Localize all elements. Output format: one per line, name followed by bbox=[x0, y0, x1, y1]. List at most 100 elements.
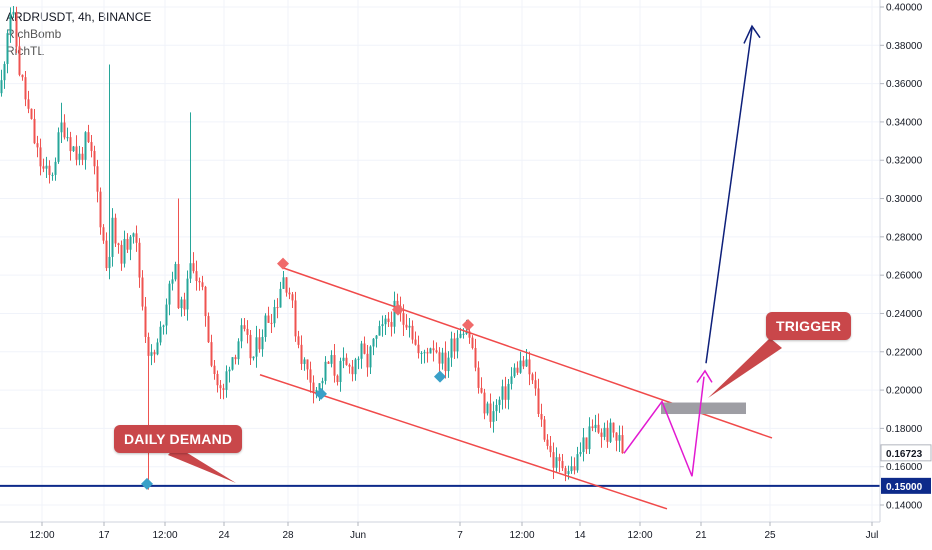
candle-body bbox=[132, 233, 135, 237]
candle-body bbox=[420, 352, 423, 354]
candle-body bbox=[615, 432, 618, 441]
time-tick-label: 24 bbox=[218, 530, 230, 541]
candle-body bbox=[471, 337, 474, 348]
candle-body bbox=[21, 74, 24, 78]
candle-body bbox=[372, 338, 375, 347]
candle-body bbox=[117, 243, 120, 245]
candle-body bbox=[153, 352, 156, 355]
candle-body bbox=[6, 33, 9, 64]
time-tick-label: Jul bbox=[866, 530, 879, 541]
candle-body bbox=[87, 132, 90, 143]
candle-body bbox=[93, 150, 96, 167]
candle-body bbox=[501, 386, 504, 400]
candle-body bbox=[159, 326, 162, 343]
candle-body bbox=[30, 108, 33, 119]
candle-body bbox=[282, 277, 285, 289]
time-tick-label: 25 bbox=[764, 530, 776, 541]
candle-body bbox=[288, 292, 291, 295]
candle-body bbox=[414, 339, 417, 345]
candle-body bbox=[567, 471, 570, 475]
time-tick-label: 12:00 bbox=[509, 530, 534, 541]
candle-body bbox=[612, 422, 615, 433]
candle-body bbox=[369, 346, 372, 368]
candle-body bbox=[177, 263, 180, 309]
candle-body bbox=[168, 283, 171, 305]
time-axis: 12:00 17 12:00 24 28 Jun 7 12:00 14 12:00 21 25 Jul bbox=[0, 521, 880, 541]
indicator-richtl-label[interactable]: RichTL bbox=[6, 44, 45, 58]
candle-body bbox=[507, 383, 510, 400]
candle-body bbox=[609, 422, 612, 442]
candle-body bbox=[582, 437, 585, 452]
candle-body bbox=[330, 355, 333, 364]
price-tick-label: 0.32000 bbox=[886, 156, 923, 167]
candle-body bbox=[429, 348, 432, 354]
candle-body bbox=[537, 388, 540, 414]
candle-body bbox=[495, 404, 498, 412]
candle-body bbox=[465, 331, 468, 334]
candle-body bbox=[555, 457, 558, 468]
channel-lower-line bbox=[259, 374, 668, 510]
time-tick-label: 12:00 bbox=[627, 530, 652, 541]
candle-body bbox=[60, 122, 63, 133]
target-arrowhead bbox=[743, 24, 761, 44]
candle-body bbox=[36, 143, 39, 148]
candle-body bbox=[462, 333, 465, 335]
candle-body bbox=[120, 244, 123, 264]
candle-body bbox=[27, 99, 30, 109]
candle-body bbox=[450, 338, 453, 358]
candle-body bbox=[525, 359, 528, 367]
candle-body bbox=[126, 238, 129, 250]
candle-body bbox=[114, 217, 117, 244]
candle-body bbox=[576, 454, 579, 471]
candle-body bbox=[69, 137, 72, 152]
pivot-high-marker bbox=[392, 303, 404, 316]
candle-body bbox=[348, 364, 351, 367]
time-tick-label: 28 bbox=[282, 530, 294, 541]
trigger-pointer bbox=[708, 338, 782, 398]
candle-body bbox=[336, 375, 339, 383]
candle-body bbox=[588, 426, 591, 450]
candle-body bbox=[180, 299, 183, 309]
candle-body bbox=[144, 306, 147, 337]
price-tick-label: 0.28000 bbox=[886, 232, 923, 243]
candle-body bbox=[297, 336, 300, 345]
candle-body bbox=[291, 294, 294, 301]
candle-body bbox=[387, 318, 390, 323]
trigger-zone-box bbox=[661, 402, 746, 415]
candle-body bbox=[354, 359, 357, 375]
candle-body bbox=[267, 315, 270, 323]
candle-body bbox=[189, 263, 192, 279]
candle-body bbox=[225, 371, 228, 390]
candle-body bbox=[252, 356, 255, 359]
candle-body bbox=[195, 271, 198, 282]
candle-body bbox=[9, 14, 12, 34]
price-tick-label: 0.20000 bbox=[886, 386, 923, 397]
candle-body bbox=[135, 233, 138, 243]
candle-body bbox=[150, 352, 153, 356]
candle-body bbox=[183, 299, 186, 310]
candle-body bbox=[81, 153, 84, 160]
candle-body bbox=[63, 122, 66, 138]
candle-body bbox=[321, 380, 324, 384]
candle-body bbox=[273, 307, 276, 324]
candle-body bbox=[561, 461, 564, 469]
time-tick-label: 17 bbox=[98, 530, 110, 541]
candle-body bbox=[366, 353, 369, 368]
candle-body bbox=[192, 263, 195, 272]
candle-body bbox=[102, 227, 105, 241]
candle-body bbox=[447, 357, 450, 372]
candle-body bbox=[3, 63, 6, 81]
candle-body bbox=[435, 350, 438, 353]
candle-body bbox=[165, 304, 168, 326]
target-arrow-line bbox=[705, 27, 753, 364]
candle-body bbox=[99, 191, 102, 228]
candle-body bbox=[18, 46, 21, 75]
candle-body bbox=[42, 166, 45, 169]
candle-body bbox=[621, 435, 624, 454]
candle-body bbox=[474, 347, 477, 368]
candle-body bbox=[0, 80, 3, 94]
candle-body bbox=[432, 348, 435, 351]
projection-path bbox=[623, 376, 705, 477]
candle-body bbox=[270, 322, 273, 324]
